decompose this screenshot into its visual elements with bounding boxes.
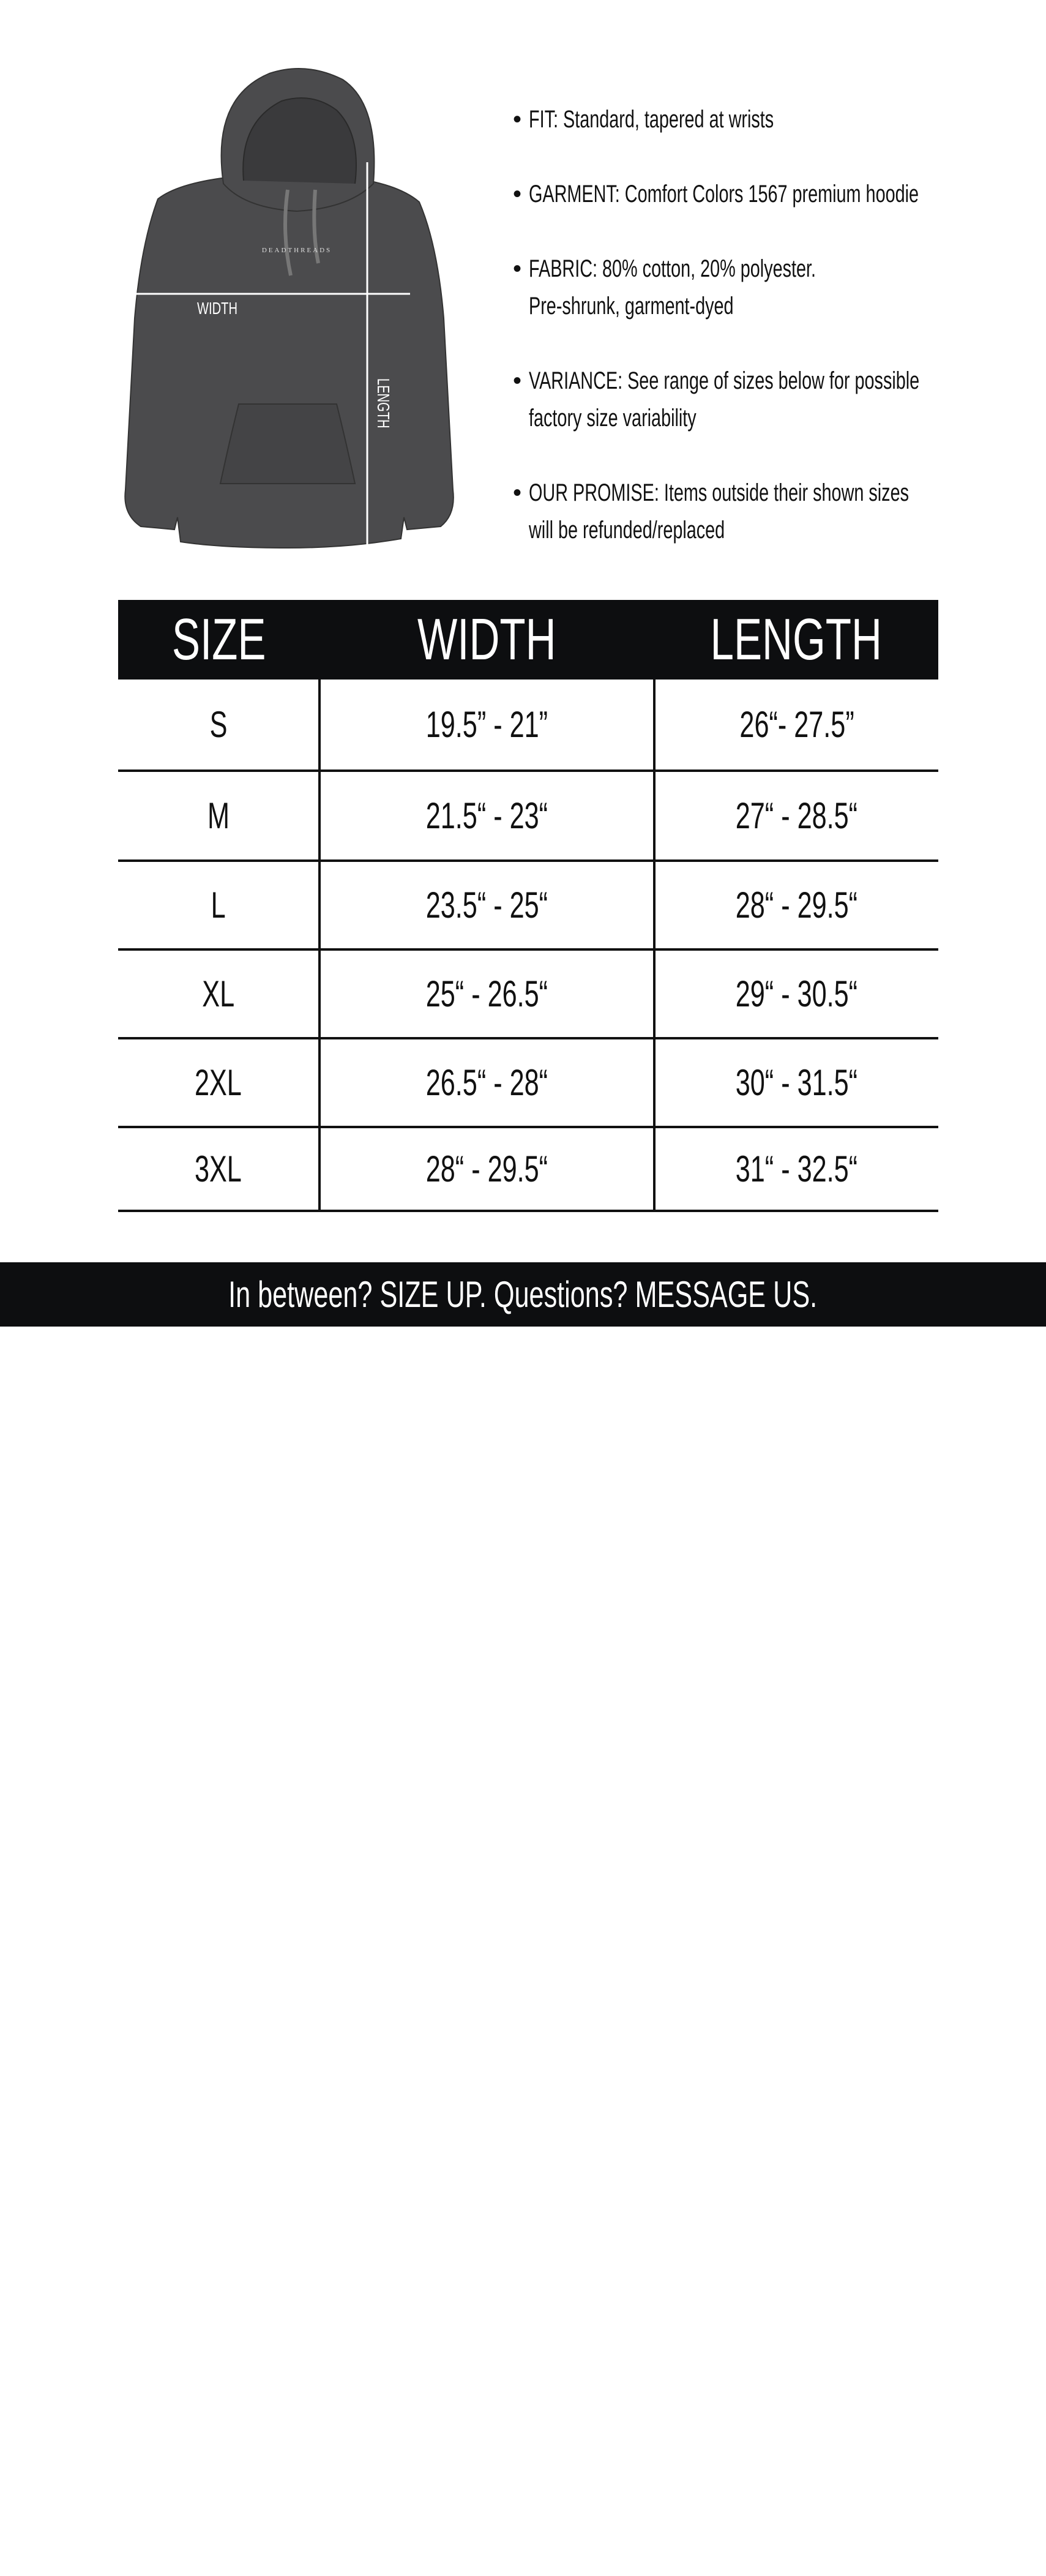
cell-text: 28“ - 29.5“ (425, 1148, 548, 1189)
cell-text: 25“ - 26.5“ (425, 973, 548, 1014)
table-row: L 23.5“ - 25“ 28“ - 29.5“ (118, 862, 938, 951)
length-cell: 30“ - 31.5“ (656, 1039, 938, 1126)
table-row: 3XL 28“ - 29.5“ 31“ - 32.5“ (118, 1128, 938, 1212)
size-cell: XL (118, 951, 321, 1037)
header-size: SIZE (171, 607, 266, 672)
cell-text: 27“ - 28.5“ (736, 795, 858, 836)
cell-text: 28“ - 29.5“ (736, 885, 858, 926)
width-cell: 23.5“ - 25“ (321, 862, 656, 948)
feature-item: • FABRIC: 80% cotton, 20% polyester. Pre-s… (513, 250, 1039, 325)
length-label: LENGTH (373, 378, 392, 429)
feature-text: VARIANCE: See range of sizes below for p… (529, 367, 920, 394)
cell-text: 29“ - 30.5“ (736, 973, 858, 1014)
width-cell: 26.5“ - 28“ (321, 1039, 656, 1126)
cell-text: 26.5“ - 28“ (425, 1062, 548, 1103)
table-row: M 21.5“ - 23“ 27“ - 28.5“ (118, 772, 938, 862)
feature-text: GARMENT: Comfort Colors 1567 premium hoo… (529, 181, 919, 208)
feature-item: • GARMENT: Comfort Colors 1567 premium ho… (513, 176, 1039, 213)
table-header: SIZE WIDTH LENGTH (118, 600, 938, 680)
feature-item: • FIT: Standard, tapered at wrists (513, 101, 1039, 138)
feature-text: FABRIC: 80% cotton, 20% polyester. (529, 255, 816, 282)
size-cell: 3XL (118, 1128, 321, 1210)
bullet-dot: • (513, 106, 522, 133)
cell-text: 26“- 27.5” (739, 704, 854, 745)
size-cell: S (118, 680, 321, 769)
cell-text: 23.5“ - 25“ (425, 885, 548, 926)
cell-text: L (211, 885, 226, 926)
hoodie-image: DEADTHREADS WIDTH LENGTH (119, 68, 454, 549)
feature-list: • FIT: Standard, tapered at wrists • GARMEN… (513, 101, 1039, 586)
bullet-dot: • (513, 479, 522, 506)
width-cell: 19.5” - 21” (321, 680, 656, 769)
size-cell: M (118, 772, 321, 859)
length-cell: 27“ - 28.5“ (656, 772, 938, 859)
bullet-dot: • (513, 181, 522, 208)
feature-text: OUR PROMISE: Items outside their shown s… (529, 479, 909, 506)
feature-text: Pre-shrunk, garment-dyed (529, 293, 734, 320)
cell-text: S (209, 704, 227, 745)
cell-text: 2XL (195, 1062, 242, 1103)
feature-item: • VARIANCE: See range of sizes below for … (513, 362, 1039, 437)
bullet-dot: • (513, 255, 522, 282)
bullet-dot: • (513, 367, 522, 394)
cell-text: 31“ - 32.5“ (736, 1148, 858, 1189)
size-chart-table: SIZE WIDTH LENGTH S 19.5” - 21” 26“- 27.5”… (118, 600, 938, 1212)
three-skulls-logo (936, 2540, 985, 2576)
cell-text: 21.5“ - 23“ (425, 795, 548, 836)
cell-text: 19.5” - 21” (425, 704, 548, 745)
cell-text: 30“ - 31.5“ (736, 1062, 858, 1103)
feature-text: factory size variability (529, 405, 697, 432)
cell-text: XL (202, 973, 234, 1014)
width-label: WIDTH (197, 299, 237, 318)
brand-print: DEADTHREADS (262, 247, 332, 254)
width-cell: 25“ - 26.5“ (321, 951, 656, 1037)
length-cell: 26“- 27.5” (656, 680, 938, 769)
header-width: WIDTH (417, 607, 556, 672)
width-cell: 28“ - 29.5“ (321, 1128, 656, 1210)
table-row: S 19.5” - 21” 26“- 27.5” (118, 680, 938, 772)
length-cell: 31“ - 32.5“ (656, 1128, 938, 1210)
table-row: 2XL 26.5“ - 28“ 30“ - 31.5“ (118, 1039, 938, 1128)
cell-text: 3XL (195, 1148, 242, 1189)
cell-text: M (207, 795, 230, 836)
feature-text: will be refunded/replaced (529, 517, 725, 544)
feature-text: FIT: Standard, tapered at wrists (529, 106, 774, 133)
table-row: XL 25“ - 26.5“ 29“ - 30.5“ (118, 951, 938, 1039)
width-cell: 21.5“ - 23“ (321, 772, 656, 859)
size-cell: 2XL (118, 1039, 321, 1126)
footer-banner: In between? SIZE UP. Questions? MESSAGE … (0, 1262, 1046, 2576)
size-cell: L (118, 862, 321, 948)
header-length: LENGTH (710, 607, 882, 672)
footer-text: In between? SIZE UP. Questions? MESSAGE … (228, 1274, 818, 1315)
feature-item: • OUR PROMISE: Items outside their shown … (513, 474, 1039, 549)
length-cell: 29“ - 30.5“ (656, 951, 938, 1037)
length-cell: 28“ - 29.5“ (656, 862, 938, 948)
